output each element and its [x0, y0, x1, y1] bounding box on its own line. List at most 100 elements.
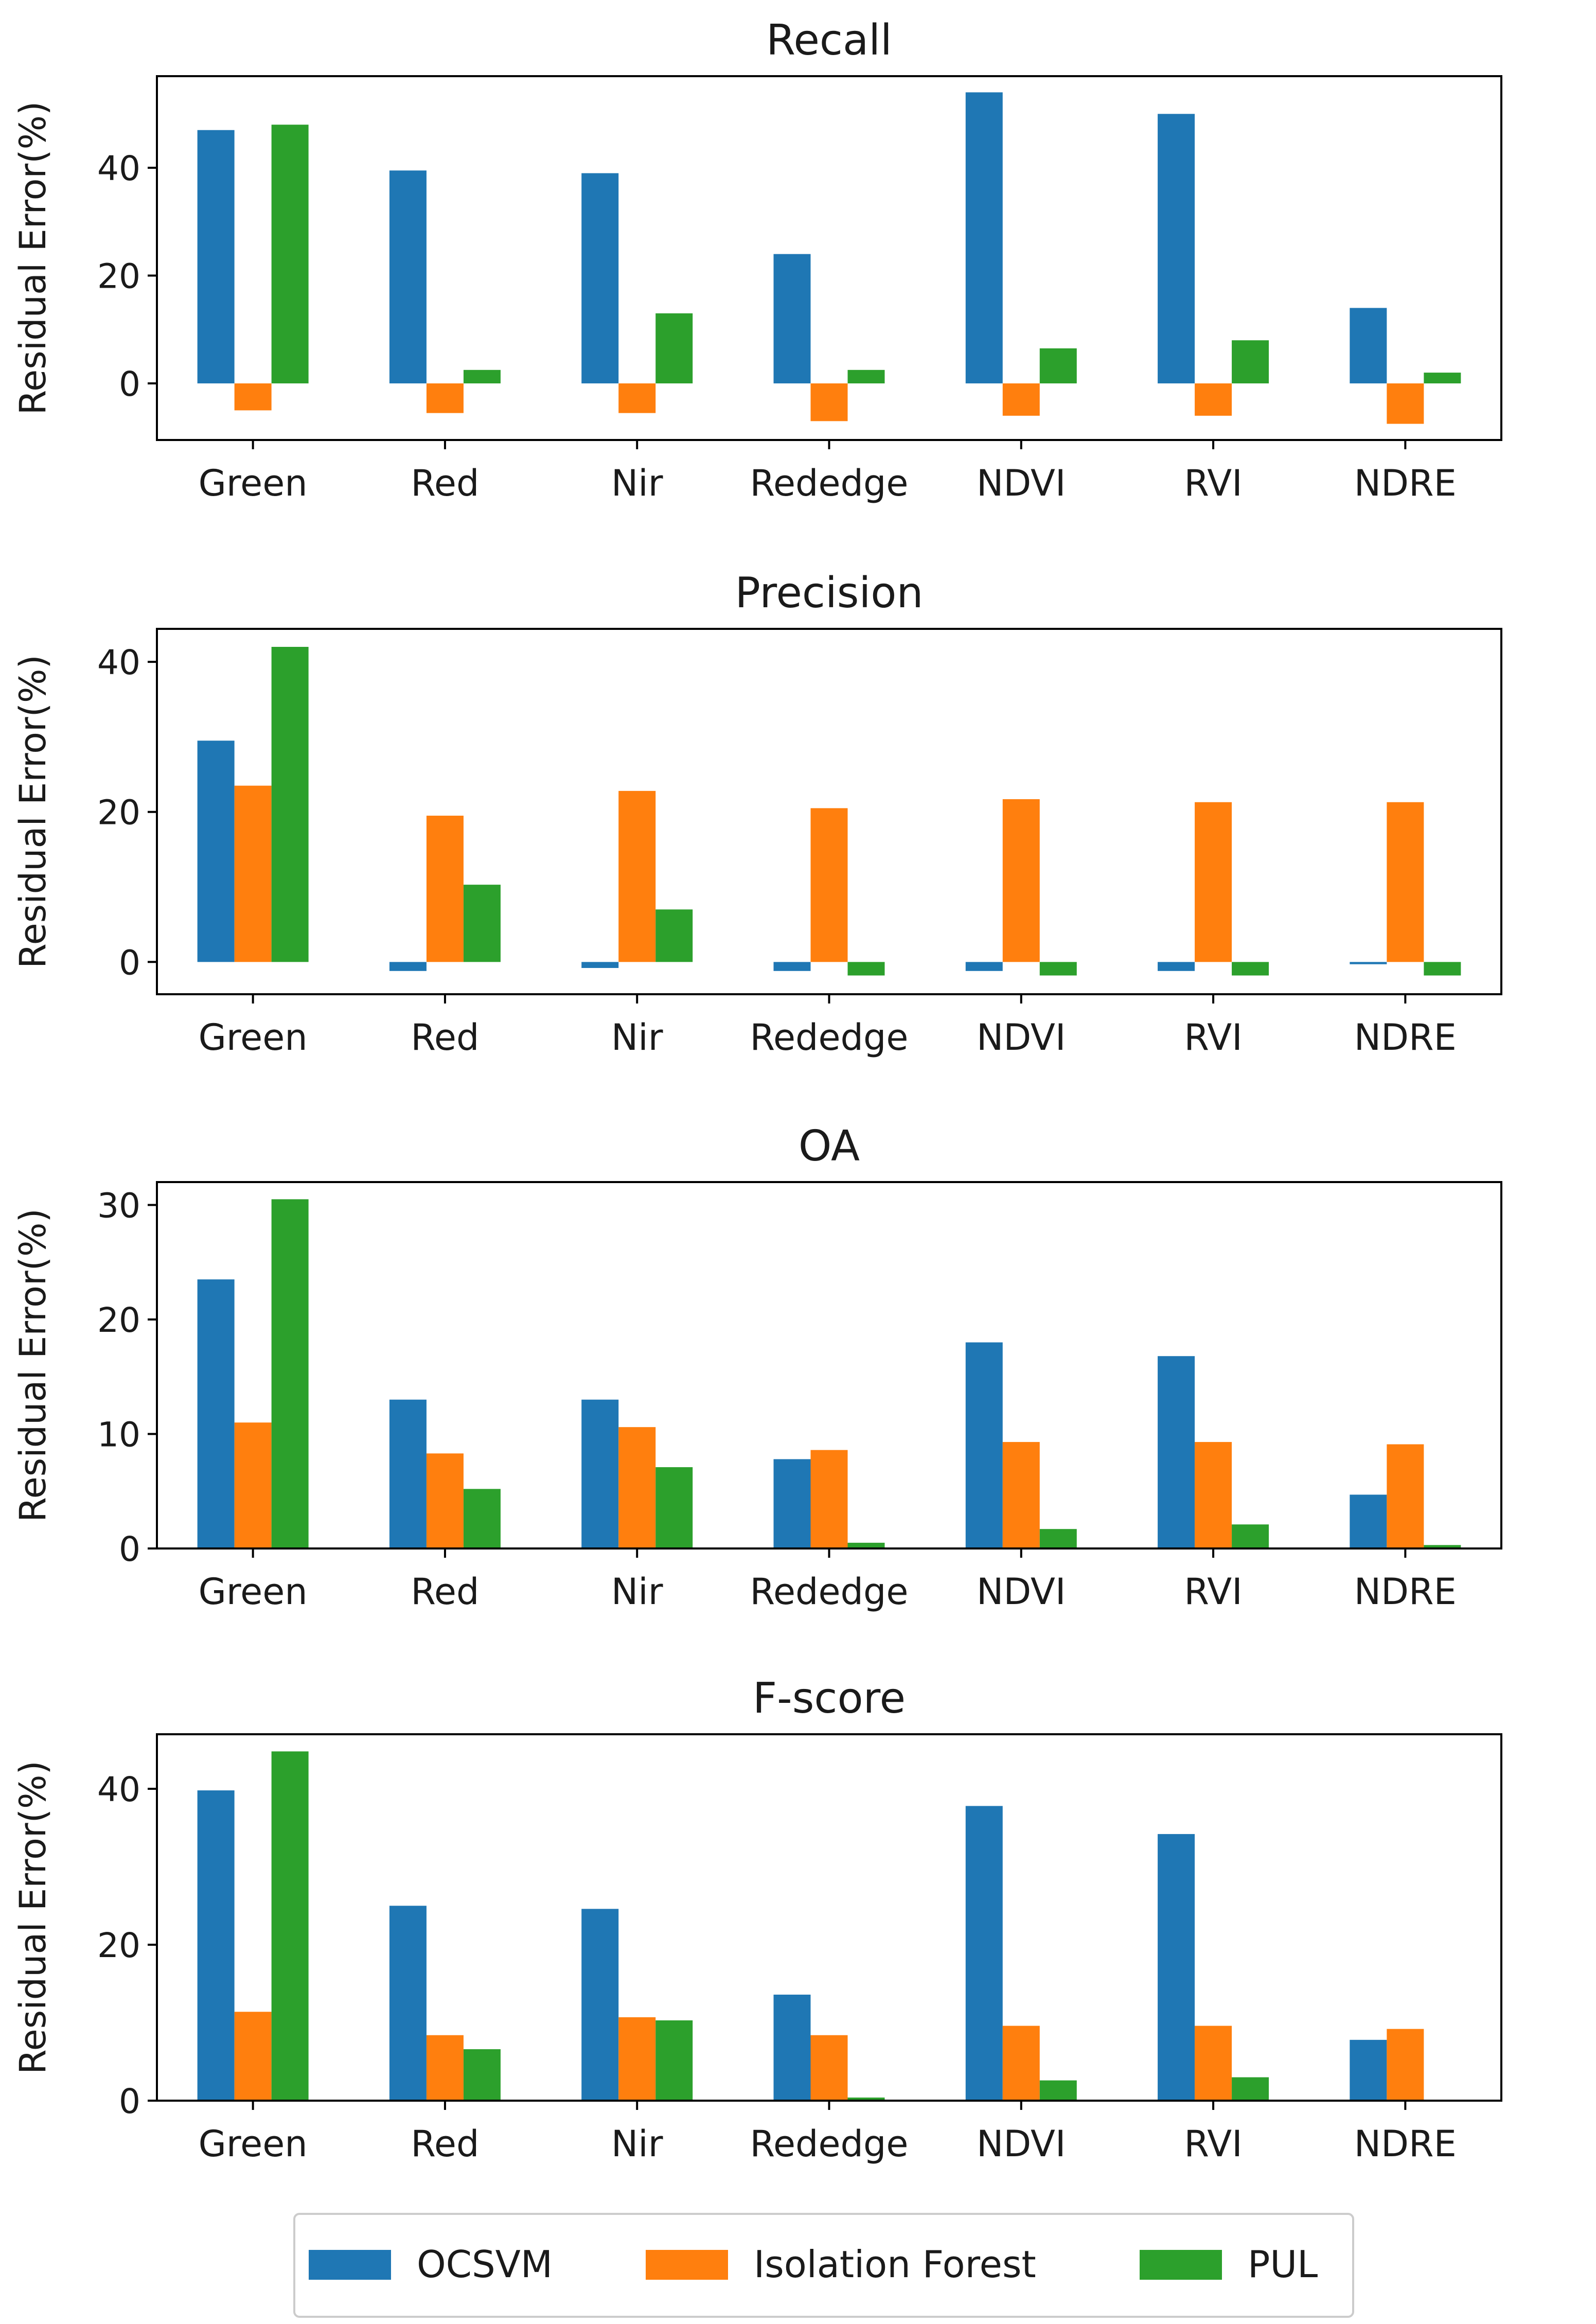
bar-isolation-forest-red: [426, 383, 464, 413]
bar-ocsvm-ndvi: [965, 962, 1003, 971]
y-tick-label: 20: [97, 793, 140, 833]
panel-title: OA: [799, 1122, 860, 1171]
x-tick-label: NDVI: [977, 1016, 1066, 1059]
y-axis-label: Residual Error(%): [12, 1208, 54, 1522]
x-tick-label: Green: [199, 1571, 308, 1613]
bar-pul-ndre: [1424, 373, 1461, 384]
bar-ocsvm-green: [197, 741, 235, 962]
bar-ocsvm-ndre: [1350, 2039, 1387, 2101]
bar-ocsvm-green: [197, 130, 235, 384]
x-tick-label: Red: [411, 1571, 479, 1613]
bar-ocsvm-rededge: [773, 254, 811, 384]
bar-ocsvm-nir: [581, 173, 619, 384]
bar-pul-rvi: [1232, 340, 1269, 384]
x-tick-label: NDRE: [1354, 1016, 1457, 1059]
x-tick-label: Green: [199, 2123, 308, 2165]
x-tick-label: Rededge: [750, 1016, 909, 1059]
bar-isolation-forest-rededge: [810, 808, 848, 962]
bar-pul-rvi: [1232, 962, 1269, 976]
bar-pul-green: [271, 125, 309, 384]
bar-ocsvm-ndvi: [965, 1806, 1003, 2101]
y-tick-label: 40: [97, 1770, 140, 1809]
bar-isolation-forest-red: [426, 2035, 464, 2101]
chart-panel-precision: Precision Residual Error(%) 0 20 40 Green Red N…: [12, 569, 1502, 1059]
x-tick-label: Rededge: [750, 1571, 909, 1613]
bar-isolation-forest-ndvi: [1002, 1442, 1040, 1548]
x-tick-label: RVI: [1184, 462, 1242, 504]
legend-swatch-pul: [1140, 2250, 1222, 2280]
y-tick-label: 0: [119, 2082, 140, 2121]
bar-pul-green: [271, 1751, 309, 2101]
x-tick-label: Rededge: [750, 2123, 909, 2165]
y-tick-label: 0: [119, 364, 140, 404]
bar-pul-red: [463, 885, 501, 962]
bar-pul-red: [463, 1489, 501, 1548]
bar-isolation-forest-green: [234, 1422, 272, 1548]
legend: OCSVM Isolation Forest PUL: [293, 2213, 1354, 2318]
bar-isolation-forest-ndre: [1387, 383, 1424, 424]
bar-pul-nir: [655, 313, 693, 384]
bar-isolation-forest-ndvi: [1002, 799, 1040, 962]
x-tick-label: Red: [411, 462, 479, 504]
x-tick-label: Red: [411, 2123, 479, 2165]
bar-pul-rvi: [1232, 1524, 1269, 1548]
bar-pul-rededge: [847, 2097, 885, 2101]
bar-isolation-forest-nir: [618, 790, 656, 962]
bar-isolation-forest-green: [234, 383, 272, 411]
bar-ocsvm-rededge: [773, 1994, 811, 2101]
y-tick-label: 20: [97, 1926, 140, 1965]
bar-isolation-forest-green: [234, 785, 272, 962]
x-tick-label: RVI: [1184, 1016, 1242, 1059]
bar-pul-rvi: [1232, 2077, 1269, 2101]
bar-isolation-forest-rvi: [1195, 383, 1232, 416]
y-tick-label: 40: [97, 149, 140, 188]
bar-ocsvm-rvi: [1158, 1356, 1195, 1548]
x-tick-label: Rededge: [750, 462, 909, 504]
x-tick-label: Nir: [611, 2123, 663, 2165]
y-tick-label: 0: [119, 1529, 140, 1569]
bar-pul-ndvi: [1039, 962, 1077, 976]
bar-isolation-forest-ndvi: [1002, 383, 1040, 416]
bar-isolation-forest-green: [234, 2012, 272, 2101]
y-tick-label: 20: [97, 257, 140, 296]
bar-isolation-forest-ndre: [1387, 1444, 1424, 1548]
bar-pul-red: [463, 2049, 501, 2101]
bar-pul-ndre: [1424, 962, 1461, 976]
bar-pul-rededge: [847, 962, 885, 976]
bar-isolation-forest-ndre: [1387, 802, 1424, 962]
bar-ocsvm-rededge: [773, 962, 811, 971]
bar-isolation-forest-red: [426, 816, 464, 962]
panel-title: F-score: [753, 1674, 906, 1723]
x-tick-label: Nir: [611, 1016, 663, 1059]
bar-pul-green: [271, 646, 309, 962]
y-axis-label: Residual Error(%): [12, 1760, 54, 2074]
x-tick-label: Green: [199, 462, 308, 504]
bar-ocsvm-ndvi: [965, 1342, 1003, 1548]
x-tick-label: Green: [199, 1016, 308, 1059]
x-tick-label: NDVI: [977, 1571, 1066, 1613]
bar-isolation-forest-rvi: [1195, 802, 1232, 962]
bar-isolation-forest-rvi: [1195, 2026, 1232, 2101]
bar-isolation-forest-ndre: [1387, 2029, 1424, 2101]
bar-ocsvm-red: [389, 1906, 427, 2101]
bar-ocsvm-red: [389, 962, 427, 971]
bar-pul-nir: [655, 1467, 693, 1548]
legend-swatch-ocsvm: [309, 2250, 391, 2280]
bar-isolation-forest-rvi: [1195, 1442, 1232, 1548]
legend-label-pul: PUL: [1248, 2243, 1318, 2286]
bar-isolation-forest-ndvi: [1002, 2026, 1040, 2101]
bar-isolation-forest-rededge: [810, 2035, 848, 2101]
y-tick-label: 40: [97, 643, 140, 682]
y-tick-label: 20: [97, 1300, 140, 1340]
legend-swatch-isolation-forest: [646, 2250, 728, 2280]
bar-pul-rededge: [847, 1542, 885, 1548]
bar-ocsvm-red: [389, 170, 427, 384]
bar-ocsvm-rvi: [1158, 1834, 1195, 2101]
bar-isolation-forest-nir: [618, 1427, 656, 1548]
bar-ocsvm-ndre: [1350, 962, 1387, 964]
x-tick-label: NDRE: [1354, 2123, 1457, 2165]
y-tick-label: 0: [119, 943, 140, 982]
x-tick-label: NDRE: [1354, 462, 1457, 504]
chart-panel-oa: OA Residual Error(%) 0 10 20 30 Green Red Nir Red…: [12, 1122, 1502, 1613]
